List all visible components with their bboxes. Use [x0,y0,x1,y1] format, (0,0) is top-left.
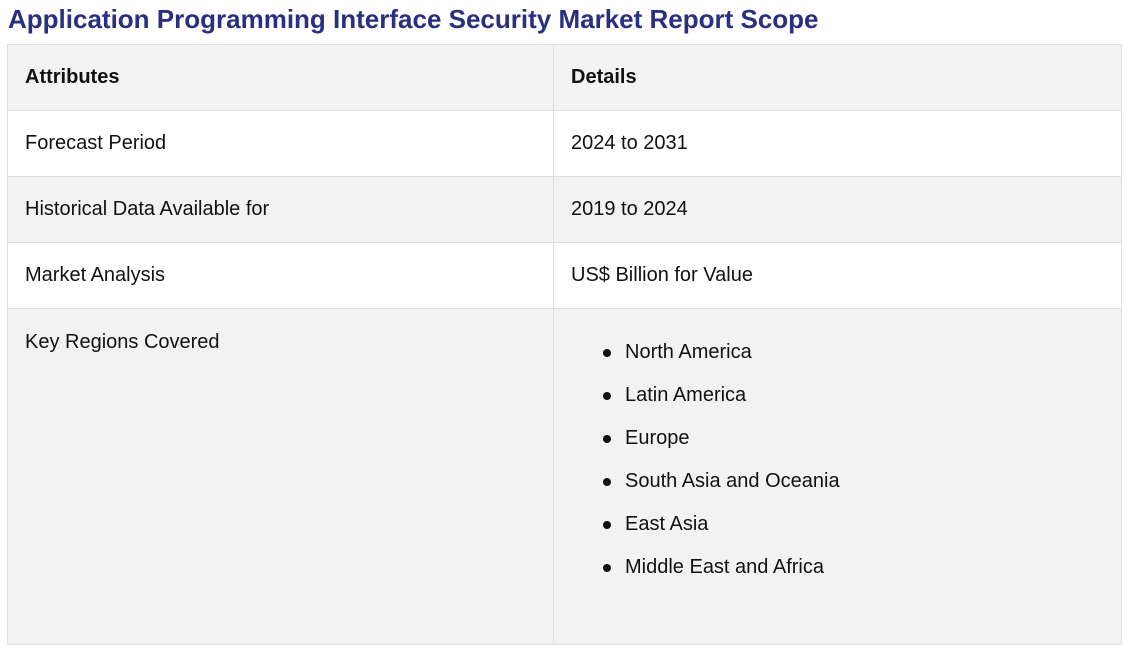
list-item: East Asia [603,503,1121,546]
bullet-icon [603,478,611,486]
region-label: East Asia [625,513,709,535]
bullet-icon [603,392,611,400]
table-row: Historical Data Available for 2019 to 20… [7,176,1122,243]
table-row: Forecast Period 2024 to 2031 [7,110,1122,177]
table-row-regions: Key Regions Covered North America Latin … [7,308,1122,645]
list-item: North America [603,331,1121,374]
region-label: North America [625,341,752,363]
list-item: Middle East and Africa [603,546,1121,589]
list-item: South Asia and Oceania [603,460,1121,503]
region-label: Latin America [625,384,747,406]
attribute-cell: Forecast Period [7,110,554,177]
region-label: Middle East and Africa [625,556,824,578]
region-label: South Asia and Oceania [625,470,840,492]
report-scope-table: Attributes Details Forecast Period 2024 … [7,44,1122,645]
attribute-cell: Market Analysis [7,242,554,309]
detail-cell: US$ Billion for Value [553,242,1122,309]
bullet-icon [603,435,611,443]
detail-cell: 2024 to 2031 [553,110,1122,177]
list-item: Latin America [603,374,1121,417]
list-item: Europe [603,417,1121,460]
page-title: Application Programming Interface Securi… [8,4,819,34]
regions-list: North America Latin America Europe South… [571,331,1121,589]
detail-cell: 2019 to 2024 [553,176,1122,243]
attribute-cell: Key Regions Covered [7,308,554,645]
bullet-icon [603,521,611,529]
column-header-attributes: Attributes [7,44,554,111]
column-header-details: Details [553,44,1122,111]
attribute-cell: Historical Data Available for [7,176,554,243]
table-row: Market Analysis US$ Billion for Value [7,242,1122,309]
region-label: Europe [625,427,690,449]
bullet-icon [603,564,611,572]
regions-cell: North America Latin America Europe South… [553,308,1122,645]
bullet-icon [603,349,611,357]
table-header-row: Attributes Details [7,44,1122,111]
